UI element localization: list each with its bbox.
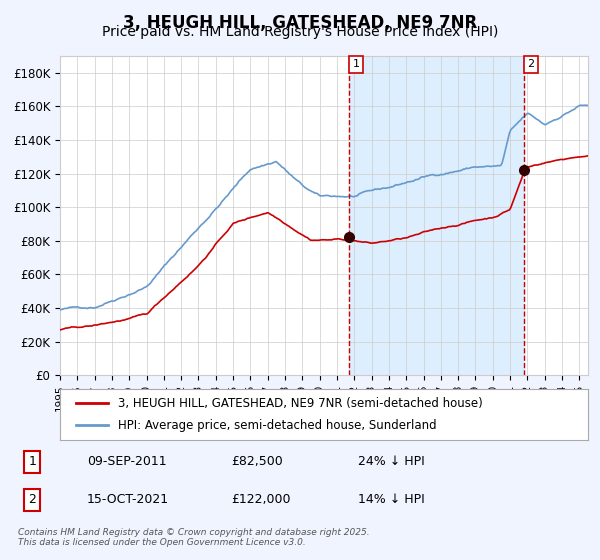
Text: Contains HM Land Registry data © Crown copyright and database right 2025.
This d: Contains HM Land Registry data © Crown c… [18, 528, 370, 547]
Text: 24% ↓ HPI: 24% ↓ HPI [358, 455, 424, 468]
Text: 3, HEUGH HILL, GATESHEAD, NE9 7NR (semi-detached house): 3, HEUGH HILL, GATESHEAD, NE9 7NR (semi-… [118, 397, 483, 410]
Bar [349, 56, 524, 375]
Text: 14% ↓ HPI: 14% ↓ HPI [358, 493, 424, 506]
Text: £82,500: £82,500 [231, 455, 283, 468]
Text: 1: 1 [28, 455, 36, 468]
Text: HPI: Average price, semi-detached house, Sunderland: HPI: Average price, semi-detached house,… [118, 419, 437, 432]
Text: 2: 2 [28, 493, 36, 506]
Text: £122,000: £122,000 [231, 493, 290, 506]
Text: 3, HEUGH HILL, GATESHEAD, NE9 7NR: 3, HEUGH HILL, GATESHEAD, NE9 7NR [123, 14, 477, 32]
Text: 09-SEP-2011: 09-SEP-2011 [87, 455, 167, 468]
Text: Price paid vs. HM Land Registry's House Price Index (HPI): Price paid vs. HM Land Registry's House … [102, 25, 498, 39]
Text: 1: 1 [352, 59, 359, 69]
Text: 2: 2 [527, 59, 535, 69]
Text: 15-OCT-2021: 15-OCT-2021 [87, 493, 169, 506]
